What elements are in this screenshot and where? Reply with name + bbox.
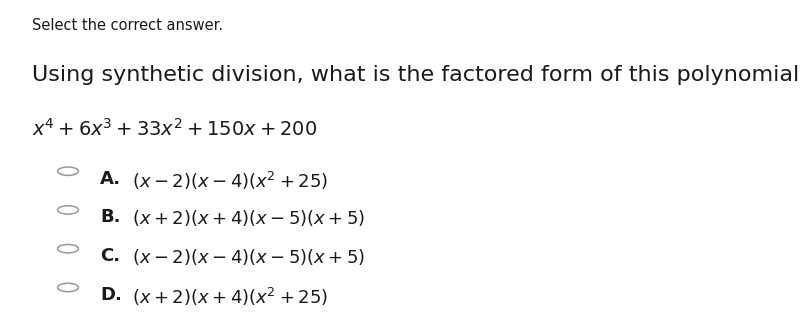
Text: $(x + 2)(x + 4)(x^2 + 25)$: $(x + 2)(x + 4)(x^2 + 25)$ (132, 286, 328, 308)
Text: C.: C. (100, 247, 120, 265)
Text: $(x - 2)(x - 4)(x^2 + 25)$: $(x - 2)(x - 4)(x^2 + 25)$ (132, 170, 328, 192)
Text: $x^4 + 6x^3 + 33x^2 + 150x + 200$: $x^4 + 6x^3 + 33x^2 + 150x + 200$ (32, 118, 317, 140)
Text: Select the correct answer.: Select the correct answer. (32, 18, 223, 33)
Text: $(x - 2)(x - 4)(x - 5)(x + 5)$: $(x - 2)(x - 4)(x - 5)(x + 5)$ (132, 247, 366, 267)
Text: D.: D. (100, 286, 122, 304)
Text: A.: A. (100, 170, 121, 188)
Text: Using synthetic division, what is the factored form of this polynomial?: Using synthetic division, what is the fa… (32, 65, 800, 85)
Text: $(x + 2)(x + 4)(x - 5)(x + 5)$: $(x + 2)(x + 4)(x - 5)(x + 5)$ (132, 208, 366, 228)
Text: B.: B. (100, 208, 121, 226)
